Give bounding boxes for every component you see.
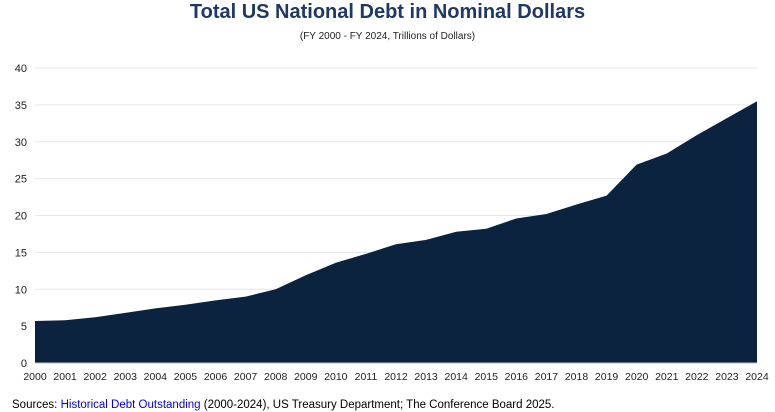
x-tick-label: 2023 bbox=[715, 371, 739, 383]
x-tick-label: 2024 bbox=[745, 371, 769, 383]
x-tick-label: 2008 bbox=[264, 371, 288, 383]
y-tick-label: 5 bbox=[21, 321, 27, 333]
y-tick-labels: 0 5 10 15 20 25 30 35 40 bbox=[15, 63, 27, 370]
x-tick-label: 2009 bbox=[294, 371, 318, 383]
x-tick-label: 2004 bbox=[144, 371, 168, 383]
x-tick-label: 2022 bbox=[685, 371, 709, 383]
source-suffix: (2000-2024), US Treasury Department; The… bbox=[200, 399, 555, 411]
x-tick-label: 2001 bbox=[53, 371, 77, 383]
x-tick-labels: 2000 2001 2002 2003 2004 2005 2006 2007 2008 2009… bbox=[23, 371, 769, 383]
x-tick-label: 2012 bbox=[384, 371, 408, 383]
x-tick-label: 2021 bbox=[655, 371, 679, 383]
x-tick-label: 2007 bbox=[234, 371, 258, 383]
y-tick-label: 35 bbox=[15, 100, 27, 112]
x-tick-label: 2016 bbox=[505, 371, 529, 383]
x-tick-label: 2003 bbox=[114, 371, 138, 383]
y-tick-label: 25 bbox=[15, 174, 27, 186]
y-tick-label: 30 bbox=[15, 137, 27, 149]
source-note: Sources: Historical Debt Outstanding (20… bbox=[12, 399, 555, 411]
chart-title: Total US National Debt in Nominal Dollar… bbox=[189, 1, 586, 23]
y-tick-label: 10 bbox=[15, 284, 27, 296]
chart-subtitle: (FY 2000 - FY 2024, Trillions of Dollars… bbox=[299, 31, 476, 42]
y-tick-label: 20 bbox=[15, 211, 27, 223]
x-tick-label: 2018 bbox=[565, 371, 589, 383]
x-tick-label: 2020 bbox=[625, 371, 649, 383]
y-tick-label: 0 bbox=[21, 358, 27, 370]
source-link[interactable]: Historical Debt Outstanding bbox=[60, 399, 201, 411]
x-tick-label: 2017 bbox=[535, 371, 559, 383]
x-tick-label: 2014 bbox=[444, 371, 468, 383]
x-tick-label: 2010 bbox=[324, 371, 348, 383]
x-tick-label: 2002 bbox=[83, 371, 107, 383]
x-tick-label: 2015 bbox=[475, 371, 499, 383]
y-tick-label: 40 bbox=[15, 63, 27, 75]
x-tick-label: 2013 bbox=[414, 371, 438, 383]
x-tick-label: 2000 bbox=[23, 371, 47, 383]
x-tick-label: 2006 bbox=[204, 371, 228, 383]
debt-area bbox=[35, 101, 757, 363]
source-prefix: Sources: bbox=[12, 399, 61, 411]
y-tick-label: 15 bbox=[15, 247, 27, 259]
area-series bbox=[34, 101, 758, 363]
x-tick-label: 2019 bbox=[595, 371, 619, 383]
x-tick-label: 2011 bbox=[355, 371, 378, 383]
x-tick-label: 2005 bbox=[174, 371, 198, 383]
